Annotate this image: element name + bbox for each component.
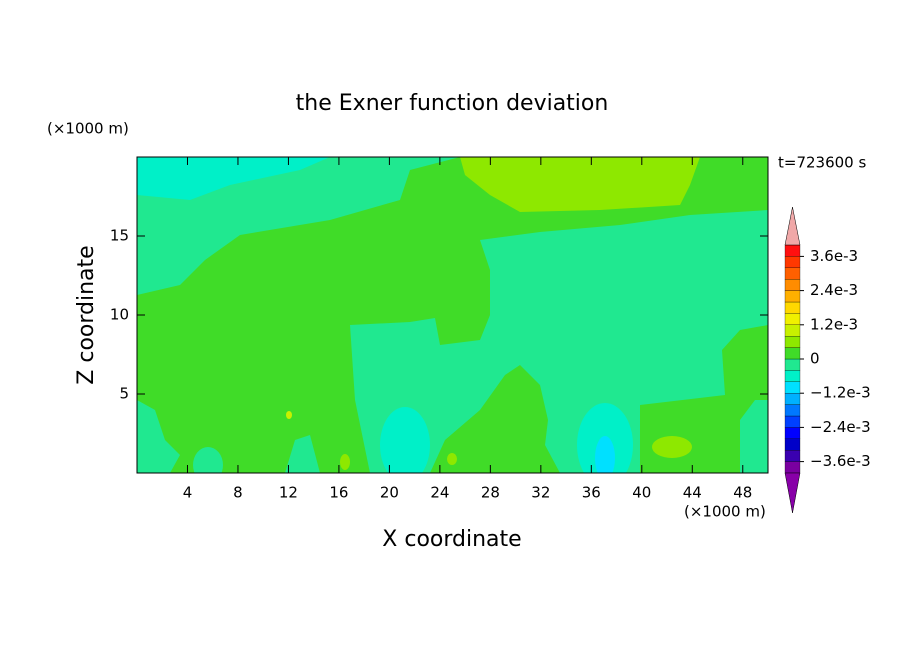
contour-region bbox=[430, 365, 560, 473]
colorbar-label: −1.2e-3 bbox=[810, 384, 871, 402]
contour-region bbox=[137, 400, 180, 473]
colorbar-box bbox=[784, 461, 801, 474]
colorbar-box bbox=[784, 290, 801, 303]
colorbar-box bbox=[784, 358, 801, 371]
contour-region bbox=[137, 157, 330, 200]
x-tick-label: 36 bbox=[582, 484, 601, 502]
x-tick-label: 8 bbox=[233, 484, 243, 502]
contour-region bbox=[380, 407, 430, 473]
contour-region bbox=[652, 436, 692, 458]
colorbar-label: −3.6e-3 bbox=[810, 452, 871, 470]
contour-region bbox=[137, 157, 460, 295]
contour-region bbox=[340, 454, 350, 470]
chart-title: the Exner function deviation bbox=[296, 91, 609, 116]
x-axis-title: X coordinate bbox=[382, 527, 521, 552]
colorbar-under bbox=[784, 472, 801, 514]
contour-field bbox=[137, 157, 768, 473]
colorbar-box bbox=[784, 381, 801, 394]
contour-region bbox=[447, 453, 457, 465]
contour-region bbox=[740, 400, 768, 473]
colorbar-box bbox=[784, 244, 801, 257]
y-unit: (×1000 m) bbox=[47, 120, 129, 138]
x-tick-label: 44 bbox=[683, 484, 702, 502]
x-tick-label: 28 bbox=[481, 484, 500, 502]
colorbar-box bbox=[784, 370, 801, 382]
x-unit: (×1000 m) bbox=[684, 503, 766, 521]
colorbar-label: −2.4e-3 bbox=[810, 418, 871, 436]
colorbar-box bbox=[784, 267, 801, 280]
colorbar-box bbox=[784, 404, 801, 417]
x-tick-label: 16 bbox=[329, 484, 348, 502]
x-tick-label: 12 bbox=[279, 484, 298, 502]
x-tick-label: 24 bbox=[430, 484, 449, 502]
colorbar-box bbox=[784, 336, 801, 348]
x-tick-label: 32 bbox=[531, 484, 550, 502]
contour-region bbox=[193, 447, 223, 473]
contour-region bbox=[595, 436, 615, 473]
y-tick-label: 10 bbox=[110, 306, 129, 324]
contour-region bbox=[286, 411, 292, 419]
x-tick-label: 40 bbox=[632, 484, 651, 502]
x-tick-label: 20 bbox=[380, 484, 399, 502]
colorbar-box bbox=[784, 393, 801, 405]
colorbar-box bbox=[784, 427, 801, 439]
annotation: t=723600 s bbox=[778, 154, 866, 172]
y-tick-label: 5 bbox=[119, 385, 129, 403]
contour-region bbox=[460, 157, 700, 212]
colorbar-label: 1.2e-3 bbox=[810, 315, 858, 333]
colorbar-box bbox=[784, 256, 801, 268]
colorbar-label: 0 bbox=[810, 350, 820, 368]
colorbar-label: 2.4e-3 bbox=[810, 281, 858, 299]
contour-region bbox=[350, 210, 768, 473]
colorbar-box bbox=[784, 450, 801, 462]
y-axis-title: Z coordinate bbox=[74, 245, 99, 384]
colorbar-box bbox=[784, 279, 801, 291]
colorbar-box bbox=[784, 313, 801, 325]
colorbar-box bbox=[784, 301, 801, 314]
colorbar-box bbox=[784, 347, 801, 360]
colorbar-over bbox=[784, 206, 801, 246]
y-tick-label: 15 bbox=[110, 227, 129, 245]
colorbar-label: 3.6e-3 bbox=[810, 247, 858, 265]
colorbar-box bbox=[784, 438, 801, 451]
contour-region bbox=[285, 435, 320, 473]
x-tick-label: 48 bbox=[733, 484, 752, 502]
colorbar-box bbox=[784, 415, 801, 428]
x-tick-label: 4 bbox=[183, 484, 193, 502]
colorbar-box bbox=[784, 324, 801, 337]
